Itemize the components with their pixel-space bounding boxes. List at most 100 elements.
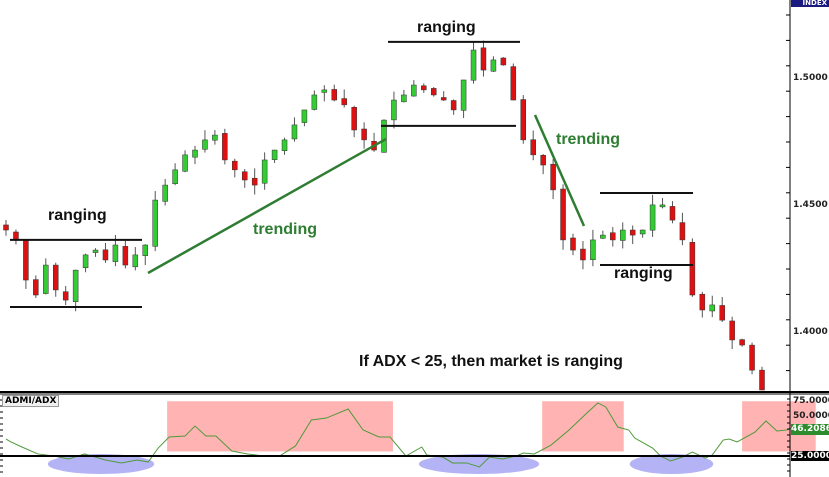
- candle-down: [669, 206, 676, 221]
- candle-up: [590, 239, 596, 261]
- candle-down: [222, 133, 228, 161]
- candle-down: [440, 97, 447, 101]
- candle-up: [271, 149, 278, 160]
- candle-up: [381, 119, 387, 153]
- annotation-trending-1: trending: [253, 221, 317, 238]
- candle-down: [759, 369, 765, 391]
- candle-down: [500, 57, 507, 66]
- candle-down: [729, 320, 735, 341]
- candle-down: [62, 291, 69, 301]
- adx-tick: 75.0000: [793, 396, 829, 406]
- candle-up: [460, 79, 467, 111]
- candle-down: [13, 231, 19, 241]
- annotation-ranging-2: ranging: [417, 19, 476, 36]
- candle-up: [82, 254, 89, 268]
- candle-up: [649, 204, 656, 231]
- candle-down: [530, 139, 536, 156]
- candle-down: [719, 305, 725, 321]
- candle-down: [351, 107, 357, 131]
- candle-up: [600, 234, 606, 239]
- candle-up: [391, 99, 397, 121]
- candle-down: [699, 293, 706, 311]
- candle-up: [72, 269, 79, 302]
- candle-up: [659, 204, 666, 208]
- candle-down: [580, 248, 586, 261]
- annotation-note: If ADX < 25, then market is ranging: [359, 353, 623, 370]
- candle-down: [341, 98, 347, 106]
- candle-up: [92, 249, 99, 253]
- candle-down: [510, 66, 517, 101]
- candle-up: [142, 244, 149, 256]
- candle-down: [33, 279, 39, 296]
- candle-up: [321, 89, 328, 93]
- annotation-ranging-3: ranging: [614, 265, 673, 282]
- candle-down: [689, 242, 696, 296]
- adx-trend-highlight: [167, 401, 393, 452]
- indicator-label: ADMI/ADX: [2, 395, 60, 407]
- candle-down: [629, 229, 636, 236]
- candle-down: [232, 160, 238, 171]
- y-tick: 1.5000: [793, 73, 828, 83]
- adx-threshold: 25.0000: [791, 451, 829, 461]
- adx-trend-highlight: [542, 401, 624, 452]
- candle-down: [520, 99, 527, 141]
- candle-down: [421, 85, 427, 91]
- index-badge: INDEX: [791, 0, 829, 7]
- trend-line: [533, 114, 586, 227]
- adx-low-zone: [47, 454, 155, 474]
- candle-down: [550, 163, 556, 191]
- candle-up: [709, 304, 716, 312]
- candle-down: [739, 339, 745, 346]
- candle-up: [619, 229, 626, 241]
- candle-down: [749, 344, 755, 371]
- candle-down: [540, 155, 546, 166]
- candle-down: [52, 264, 59, 291]
- candle-up: [401, 94, 407, 103]
- y-tick: 1.4000: [793, 327, 828, 337]
- candle-down: [122, 246, 129, 266]
- candle-down: [610, 232, 616, 241]
- adx-last-value: 46.2086: [791, 424, 829, 435]
- candle-up: [212, 134, 218, 141]
- candle-up: [411, 84, 417, 97]
- trend-line: [147, 137, 387, 275]
- candle-up: [301, 109, 308, 123]
- candle-down: [480, 47, 487, 71]
- adx-low-zone: [629, 454, 714, 474]
- candle-up: [43, 264, 49, 294]
- candle-up: [162, 184, 168, 202]
- candle-up: [182, 154, 188, 172]
- adx-low-zone: [418, 454, 540, 474]
- candle-down: [361, 128, 367, 141]
- candle-down: [430, 88, 437, 96]
- annotation-trending-2: trending: [556, 131, 620, 148]
- candle-up: [202, 139, 208, 150]
- candle-up: [281, 139, 288, 152]
- candle-up: [311, 94, 318, 110]
- candle-down: [3, 224, 9, 231]
- y-tick: 1.4500: [793, 200, 828, 210]
- candle-down: [679, 222, 686, 241]
- candle-down: [23, 239, 29, 281]
- candle-up: [112, 244, 119, 262]
- annotation-ranging-1: ranging: [48, 207, 107, 224]
- candle-down: [102, 249, 109, 261]
- candle-up: [261, 159, 268, 184]
- candle-up: [639, 229, 646, 235]
- candle-up: [172, 169, 178, 185]
- candle-down: [331, 89, 338, 101]
- candle-down: [570, 237, 576, 251]
- candle-up: [470, 49, 477, 81]
- adx-tick: 50.0000: [793, 411, 829, 421]
- candle-up: [291, 124, 298, 140]
- candle-down: [450, 100, 457, 111]
- candle-up: [132, 254, 139, 268]
- candle-up: [152, 199, 158, 247]
- candle-down: [251, 177, 258, 186]
- candle-down: [560, 188, 566, 241]
- candle-up: [192, 149, 198, 158]
- candle-down: [241, 171, 248, 181]
- candle-up: [490, 59, 497, 72]
